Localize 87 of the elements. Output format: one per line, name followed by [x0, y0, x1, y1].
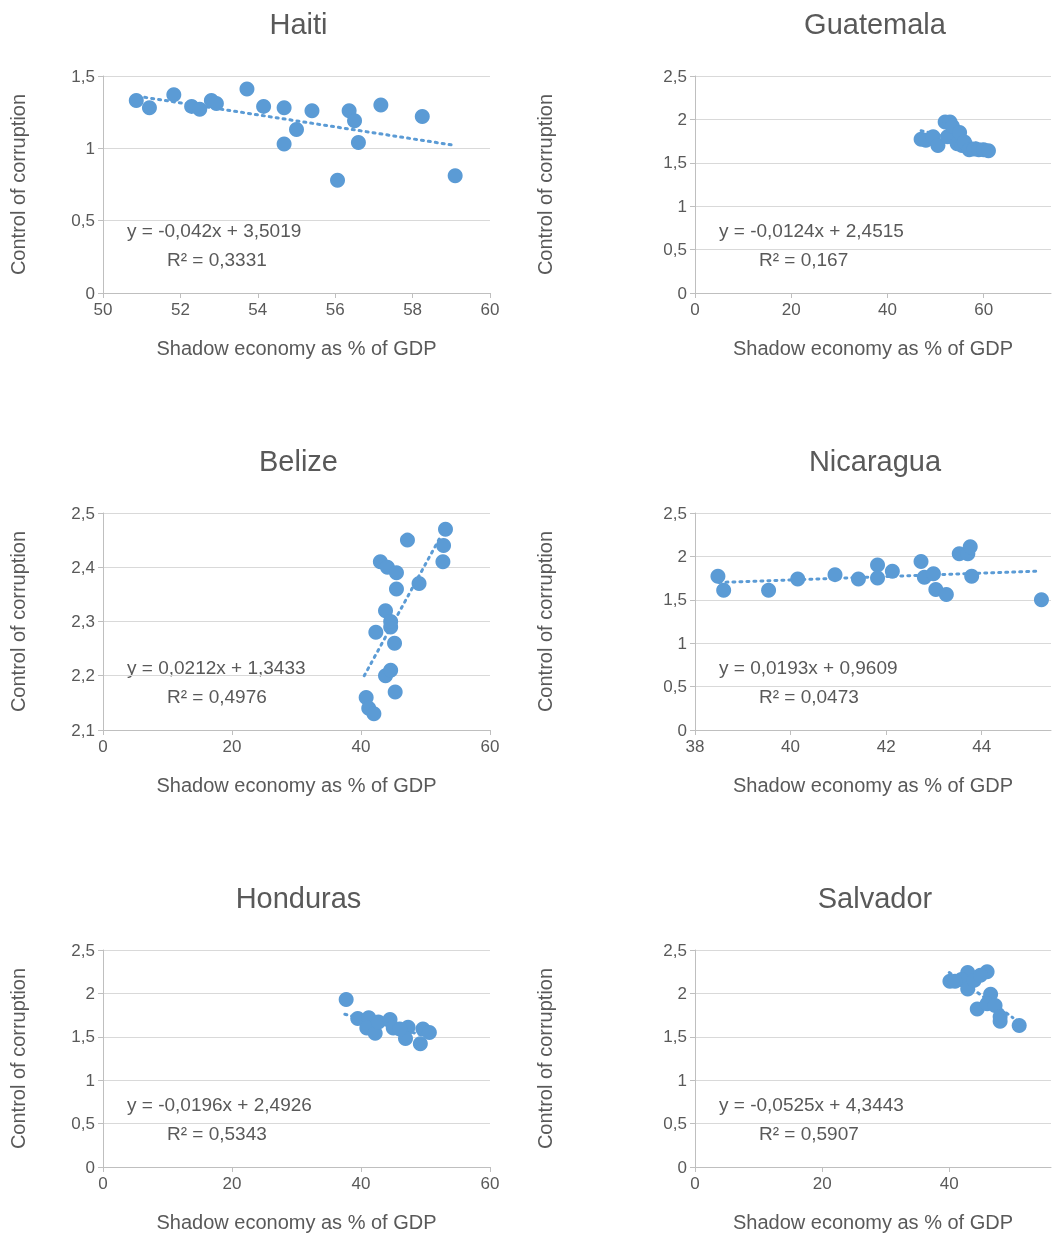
y-axis-title: Control of corruption	[7, 967, 29, 1150]
y-axis-title: Control of corruption	[7, 530, 29, 713]
y-tick-label: 2,5	[71, 503, 95, 523]
x-axis-title: Shadow economy as % of GDP	[732, 774, 1014, 796]
y-tick-label: 1,5	[663, 1027, 687, 1047]
y-tick-label: 1,5	[71, 1027, 95, 1047]
y-tick-label: 1	[677, 1070, 687, 1090]
annotation: y = 0,0193x + 0,9609	[719, 657, 898, 678]
y-tick-label: 1	[85, 1070, 95, 1090]
x-tick-label: 0	[98, 737, 108, 756]
y-tick-label: 2	[677, 546, 687, 566]
x-tick-label: 20	[812, 1174, 832, 1193]
x-axis-title: Shadow economy as % of GDP	[156, 1211, 437, 1233]
y-tick-label: 0	[677, 1157, 687, 1177]
y-tick-label: 2,2	[71, 666, 95, 686]
y-tick-label: 0	[677, 283, 687, 303]
y-tick-label: 2,5	[663, 66, 687, 86]
y-tick-label: 1,5	[663, 153, 687, 173]
x-tick-label: 20	[781, 300, 801, 319]
x-tick-label: 40	[351, 737, 371, 756]
x-tick-label: 38	[685, 737, 705, 756]
y-tick-label: 0,5	[663, 677, 687, 697]
y-axis-title: Control of corruption	[534, 93, 556, 276]
annotation: R² = 0,0473	[759, 686, 859, 707]
x-axis-title: Shadow economy as % of GDP	[732, 1211, 1014, 1233]
x-tick-label: 0	[690, 300, 700, 319]
x-tick-label: 60	[480, 300, 500, 319]
y-tick-label: 0	[85, 1157, 95, 1177]
y-tick-label: 2,4	[71, 557, 95, 577]
annotation: R² = 0,167	[759, 249, 849, 270]
annotation: y = -0,0525x + 4,3443	[719, 1094, 904, 1115]
y-tick-label: 0,5	[71, 1114, 95, 1134]
annotation: R² = 0,3331	[167, 249, 267, 270]
y-tick-label: 1,5	[663, 590, 687, 610]
annotation: R² = 0,5343	[167, 1123, 267, 1144]
y-tick-label: 1,5	[71, 66, 95, 86]
y-tick-label: 1	[85, 138, 95, 158]
y-tick-label: 2,1	[71, 720, 95, 740]
x-tick-label: 54	[248, 300, 268, 319]
y-axis-title: Control of corruption	[534, 530, 556, 713]
y-tick-label: 0,5	[663, 1114, 687, 1134]
y-tick-label: 1	[677, 196, 687, 216]
chart-title: Haiti	[269, 7, 328, 40]
y-tick-label: 2	[677, 109, 687, 129]
x-tick-label: 58	[403, 300, 423, 319]
y-tick-label: 2,5	[663, 503, 687, 523]
y-tick-label: 2,5	[71, 940, 95, 960]
chart-title: Nicaragua	[808, 444, 942, 477]
y-tick-label: 0,5	[71, 211, 95, 231]
x-axis-title: Shadow economy as % of GDP	[732, 337, 1014, 359]
x-tick-label: 0	[690, 1174, 700, 1193]
y-tick-label: 2	[677, 983, 687, 1003]
x-tick-label: 42	[876, 737, 896, 756]
annotation: y = -0,042x + 3,5019	[127, 220, 302, 241]
x-tick-label: 50	[93, 300, 113, 319]
x-tick-label: 60	[974, 300, 994, 319]
x-tick-label: 0	[98, 1174, 108, 1193]
chart-title: Belize	[259, 444, 338, 477]
x-axis-title: Shadow economy as % of GDP	[156, 337, 437, 359]
annotation: y = -0,0124x + 2,4515	[719, 220, 904, 241]
y-tick-label: 0	[85, 283, 95, 303]
chart-title: Salvador	[817, 881, 933, 914]
annotation: R² = 0,4976	[167, 686, 267, 707]
x-tick-label: 40	[781, 737, 801, 756]
y-tick-label: 0	[677, 720, 687, 740]
y-axis-title: Control of corruption	[7, 93, 29, 276]
annotation: R² = 0,5907	[759, 1123, 859, 1144]
y-axis-title: Control of corruption	[534, 967, 556, 1150]
x-tick-label: 40	[939, 1174, 959, 1193]
x-tick-label: 60	[480, 1174, 500, 1193]
y-tick-label: 1	[677, 633, 687, 653]
y-tick-label: 2,5	[663, 940, 687, 960]
y-tick-label: 0,5	[663, 240, 687, 260]
x-tick-label: 40	[877, 300, 897, 319]
chart-title: Honduras	[235, 881, 362, 914]
x-tick-label: 40	[351, 1174, 371, 1193]
x-tick-label: 44	[972, 737, 992, 756]
chart-title: Guatemala	[804, 7, 947, 40]
x-tick-label: 20	[222, 737, 242, 756]
x-tick-label: 56	[325, 300, 345, 319]
annotation: y = -0,0196x + 2,4926	[127, 1094, 312, 1115]
y-tick-label: 2	[85, 983, 95, 1003]
x-axis-title: Shadow economy as % of GDP	[156, 774, 437, 796]
x-tick-label: 52	[170, 300, 190, 319]
x-tick-label: 20	[222, 1174, 242, 1193]
y-tick-label: 2,3	[71, 612, 95, 631]
x-tick-label: 60	[480, 737, 500, 756]
